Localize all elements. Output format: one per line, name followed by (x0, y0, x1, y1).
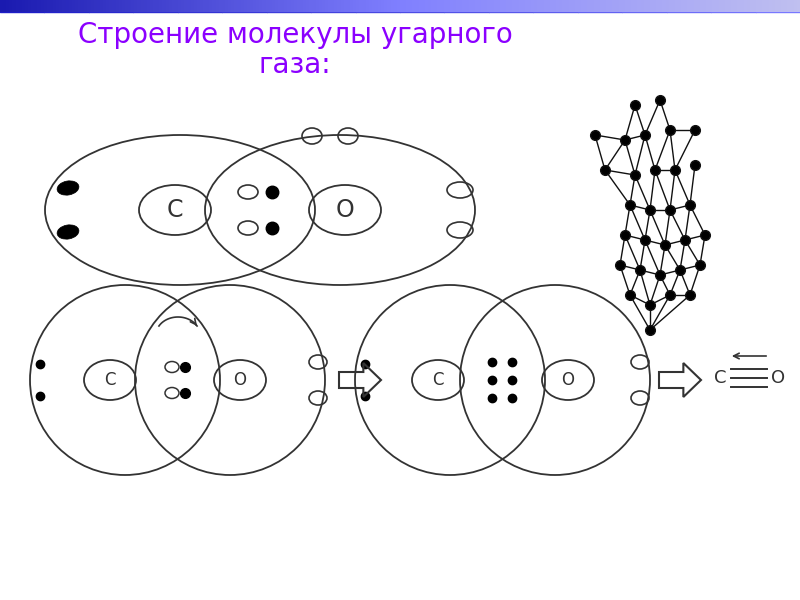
Ellipse shape (57, 181, 79, 195)
Text: C: C (432, 371, 444, 389)
Text: O: O (336, 198, 354, 222)
Text: газа:: газа: (258, 51, 331, 79)
Text: C: C (104, 371, 116, 389)
Text: C: C (714, 369, 726, 387)
Text: Строение молекулы угарного: Строение молекулы угарного (78, 21, 512, 49)
Text: O: O (562, 371, 574, 389)
Text: O: O (234, 371, 246, 389)
Text: C: C (166, 198, 183, 222)
Text: O: O (771, 369, 785, 387)
Ellipse shape (57, 225, 79, 239)
